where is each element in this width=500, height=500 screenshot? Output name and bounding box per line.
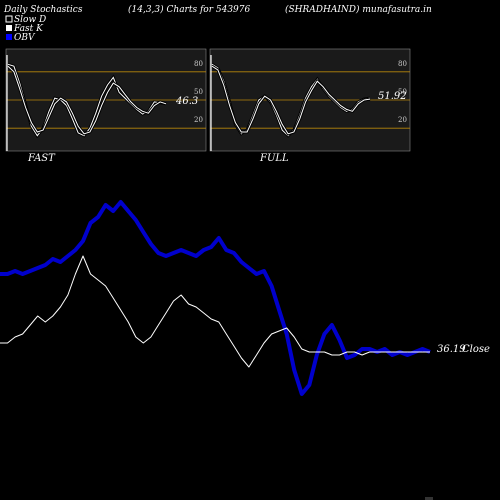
legend-swatch-slow-d	[5, 15, 13, 23]
legend-label-slow-d: Slow D	[14, 15, 46, 25]
full-bands	[210, 71, 410, 129]
full-panel: 20 50 80 51.92 FULL	[209, 48, 411, 164]
header-left: Daily Stochastics	[3, 5, 83, 15]
full-tick-label-20: 20	[398, 116, 407, 124]
legend-label-obv: OBV	[14, 33, 36, 43]
fast-tick-label-20: 20	[194, 116, 203, 124]
header-symbol: (SHRADHAIND) munafasutra.in	[285, 4, 432, 15]
full-lines	[210, 55, 371, 151]
bottom-marker	[425, 497, 433, 500]
full-value-label: 51.92	[378, 91, 407, 102]
main-panel: 36.19 Close	[0, 200, 490, 396]
main-lines	[0, 200, 431, 396]
fast-panel: 20 50 80 46.3 FAST	[5, 48, 207, 164]
full-ticks: 20 50 80	[398, 60, 407, 124]
fast-bands	[6, 71, 206, 129]
fast-panel-label: FAST	[27, 153, 56, 164]
legend: Slow D Fast K OBV	[5, 15, 46, 43]
legend-swatch-fast-k	[6, 25, 12, 31]
fast-tick-label-50: 50	[194, 88, 203, 96]
main-line-close	[0, 255, 430, 368]
legend-swatch-obv	[6, 34, 12, 40]
fast-ticks: 20 50 80	[194, 60, 203, 124]
header-params: (14,3,3) Charts for 543976	[128, 4, 250, 15]
full-panel-label: FULL	[259, 153, 289, 164]
main-line-obv	[0, 200, 431, 396]
fast-value-label: 46.3	[175, 96, 198, 107]
close-value-label: 36.19 Close	[437, 344, 490, 355]
close-value-suffix: Close	[462, 344, 490, 355]
fast-line-slow-d	[7, 65, 167, 135]
full-tick-label-80: 80	[398, 60, 407, 68]
fast-tick-label-80: 80	[194, 60, 203, 68]
close-value: 36.19	[437, 344, 466, 355]
legend-label-fast-k: Fast K	[13, 24, 44, 34]
fast-lines	[6, 55, 167, 151]
full-tick-label-50: 50	[398, 88, 407, 96]
full-line-slow-d	[211, 65, 371, 135]
